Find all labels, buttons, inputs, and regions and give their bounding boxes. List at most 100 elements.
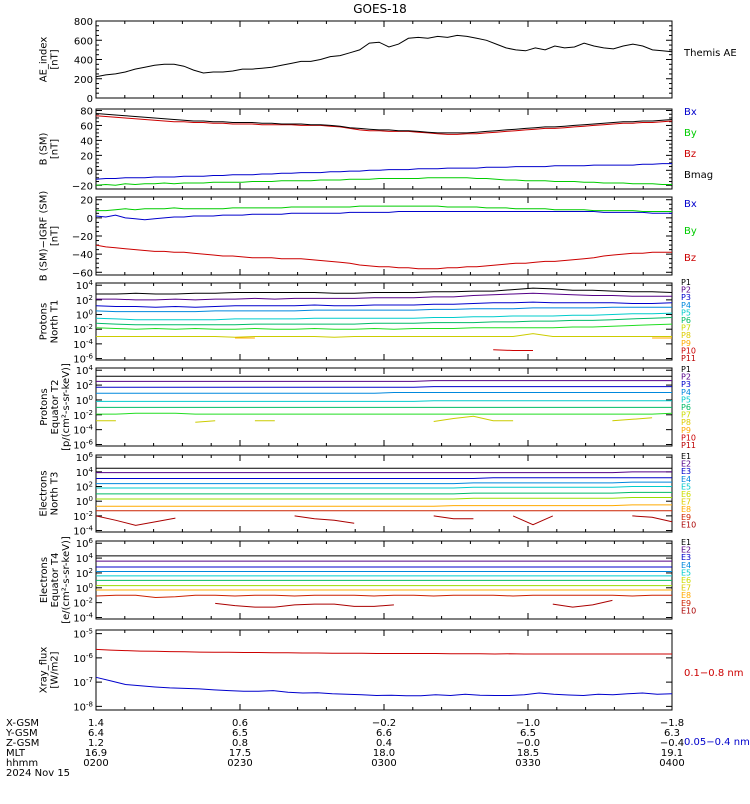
table-cell: 19.1 bbox=[661, 748, 683, 759]
y-tick-label: −20 bbox=[72, 232, 93, 243]
legend-label: E5 bbox=[681, 568, 691, 577]
panel-xray: 10-5 10-6 10-7 10-8 Xray_flux [W/m2] 0.1−0.8 n… bbox=[39, 628, 750, 748]
y-tick-label: 106 bbox=[76, 451, 94, 464]
series-line-by bbox=[95, 177, 672, 186]
series-line-p4 bbox=[96, 392, 672, 394]
legend-label: E5 bbox=[681, 482, 691, 491]
table-cell: 6.6 bbox=[376, 728, 392, 739]
series-line-p4 bbox=[95, 306, 672, 313]
series-line-e5 bbox=[96, 486, 672, 489]
legend-label: P9 bbox=[681, 426, 691, 435]
legend-label: P3 bbox=[681, 293, 691, 302]
series-line-e2 bbox=[96, 471, 672, 474]
series-line-p5 bbox=[96, 400, 672, 402]
y-tick-label: 600 bbox=[74, 36, 93, 47]
series-line-p7 bbox=[95, 323, 673, 330]
legend-label: Themis AE bbox=[683, 48, 737, 59]
y-tick-label: 10-7 bbox=[73, 676, 93, 689]
legend-label: E10 bbox=[681, 606, 696, 615]
table-cell: 1.2 bbox=[88, 738, 104, 749]
legend-label: P11 bbox=[681, 441, 696, 450]
y-tick-label: 104 bbox=[76, 364, 94, 377]
series-line-e10 bbox=[95, 515, 673, 526]
legend-label: Bz bbox=[684, 149, 696, 160]
y-tick-label: 10-4 bbox=[73, 424, 93, 437]
legend-label: Bz bbox=[684, 253, 696, 264]
legend-label: P11 bbox=[681, 354, 696, 363]
series-line-bmag bbox=[95, 113, 673, 134]
panel-pe: 104 102 100 10-2 10-4 10-6 Protons Equator T2 [p… bbox=[39, 363, 696, 451]
table-cell: 0.8 bbox=[232, 738, 248, 749]
y-axis-label: Equator T2 bbox=[50, 380, 61, 435]
series-line-p7 bbox=[96, 412, 673, 415]
table-cell: 6.4 bbox=[88, 728, 104, 739]
y-tick-label: 102 bbox=[76, 481, 93, 494]
y-axis-label: Protons bbox=[39, 388, 50, 425]
series-line-p3 bbox=[96, 386, 672, 388]
table-cell: 0400 bbox=[659, 758, 684, 769]
legend-label: E9 bbox=[681, 599, 691, 608]
table-cell: 0.4 bbox=[376, 738, 392, 749]
y-tick-label: 0 bbox=[87, 166, 93, 177]
y-tick-label: 10-6 bbox=[73, 439, 93, 452]
y-tick-label: 800 bbox=[74, 17, 93, 28]
legend-label: E7 bbox=[681, 584, 691, 593]
legend-label: E2 bbox=[681, 460, 691, 469]
y-tick-label: 20 bbox=[80, 196, 93, 207]
table-cell: 16.9 bbox=[85, 748, 107, 759]
table-cell: −1.0 bbox=[516, 718, 540, 729]
legend-label: E4 bbox=[681, 561, 691, 570]
y-tick-label: 10-2 bbox=[73, 597, 93, 610]
series-line-e3 bbox=[96, 477, 672, 479]
y-tick-label: 104 bbox=[76, 279, 94, 292]
series-line-e8 bbox=[96, 504, 672, 507]
legend-label: P8 bbox=[681, 418, 691, 427]
legend-label: P1 bbox=[681, 278, 691, 287]
legend-label: By bbox=[684, 226, 697, 237]
panel-bsm: 80 60 40 20 0 −20 B (SM) [nT] Bx By Bz Bmag bbox=[39, 106, 714, 192]
plot-title: GOES-18 bbox=[353, 2, 407, 16]
legend-label: P8 bbox=[681, 331, 691, 340]
y-axis-label: Xray_flux bbox=[39, 647, 50, 694]
panel-ae: 800 600 400 200 0 AE_index [nT] Themis AE bbox=[39, 17, 737, 105]
y-tick-label: 80 bbox=[80, 106, 93, 117]
panel-frame bbox=[95, 282, 673, 361]
series-line-0-1-0-8-nm bbox=[95, 648, 672, 655]
row-label: MLT bbox=[6, 748, 26, 759]
table-cell: 18.5 bbox=[517, 748, 539, 759]
legend-label: E3 bbox=[681, 467, 691, 476]
y-axis-label: AE_index bbox=[39, 37, 50, 83]
panel-frame bbox=[95, 629, 673, 711]
series-line-p5 bbox=[95, 312, 673, 321]
legend-label: P5 bbox=[681, 308, 691, 317]
y-tick-label: −20 bbox=[72, 181, 93, 192]
legend-label: P7 bbox=[681, 411, 691, 420]
y-tick-label: −60 bbox=[72, 268, 93, 279]
legend-label: P10 bbox=[681, 433, 696, 442]
series-line-themis-ae bbox=[95, 34, 673, 78]
legend-label: Bmag bbox=[684, 170, 713, 181]
y-tick-label: 100 bbox=[76, 582, 93, 595]
y-axis-label: North T3 bbox=[50, 472, 61, 516]
y-tick-label: −40 bbox=[72, 250, 93, 261]
legend-label: P2 bbox=[681, 373, 691, 382]
y-tick-label: 100 bbox=[76, 394, 93, 407]
series-line-by bbox=[96, 205, 672, 212]
y-axis-label: [W/m2] bbox=[50, 651, 61, 688]
y-axis-label: Electrons bbox=[39, 470, 50, 516]
legend-label: Bx bbox=[684, 107, 697, 118]
legend-label: E7 bbox=[681, 498, 691, 507]
legend-label: 0.05−0.4 nm bbox=[684, 737, 750, 748]
y-tick-label: 10-4 bbox=[73, 612, 93, 625]
series-line-p2 bbox=[96, 380, 672, 382]
y-tick-label: 104 bbox=[76, 552, 94, 565]
y-tick-label: 10-2 bbox=[73, 510, 93, 523]
y-axis-label: [nT] bbox=[50, 49, 61, 69]
y-tick-label: 10-2 bbox=[73, 323, 93, 336]
legend-label: E10 bbox=[681, 520, 696, 529]
y-axis-label: B (SM)−IGRF (SM) bbox=[39, 191, 50, 282]
legend-label: P7 bbox=[681, 324, 691, 333]
legend-label: E8 bbox=[681, 591, 691, 600]
